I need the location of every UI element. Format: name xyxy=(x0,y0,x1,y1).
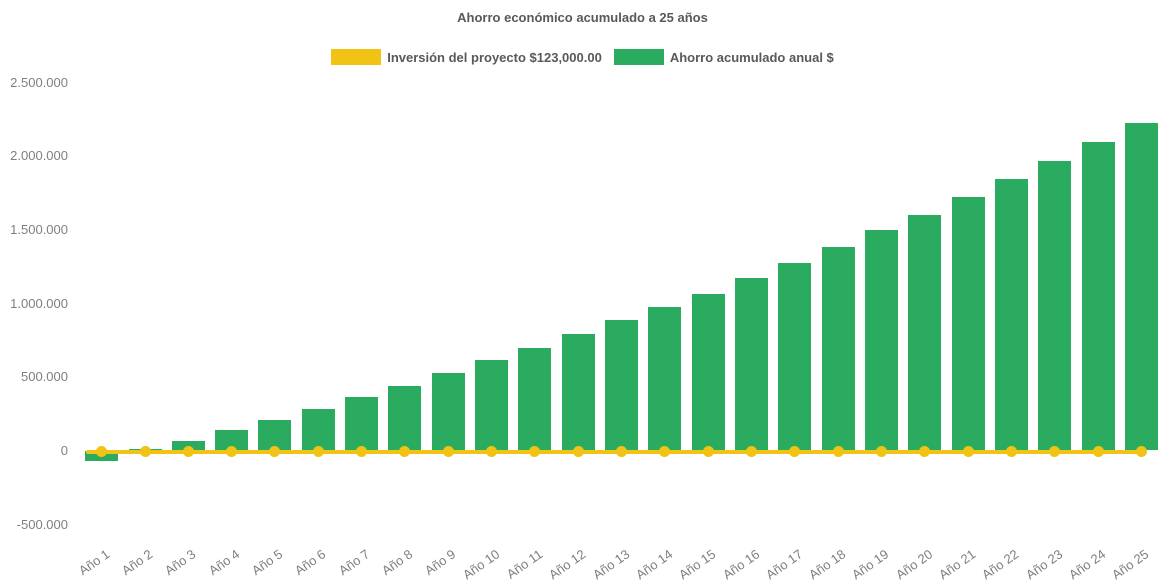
investment-line-marker xyxy=(529,446,541,457)
investment-line-marker xyxy=(572,446,584,457)
bar-ano-23 xyxy=(1038,160,1072,451)
investment-line-marker xyxy=(1005,446,1017,457)
bar-ano-8 xyxy=(388,385,422,451)
investment-line-marker xyxy=(442,446,454,457)
investment-line-marker xyxy=(832,446,844,457)
bar-ano-24 xyxy=(1081,141,1115,451)
chart-legend: Inversión del proyecto $123,000.00 Ahorr… xyxy=(0,49,1165,65)
investment-line xyxy=(86,449,1146,454)
legend-label-inversion: Inversión del proyecto $123,000.00 xyxy=(387,49,602,65)
bar-ano-22 xyxy=(994,179,1028,451)
bar-ano-25 xyxy=(1124,122,1158,451)
y-axis-tick-label: 1.500.000 xyxy=(10,221,68,237)
y-axis-tick-label: 2.000.000 xyxy=(10,148,68,164)
legend-swatch-ahorro-icon xyxy=(613,49,664,65)
y-axis-tick-label: -500.000 xyxy=(16,516,68,532)
bar-ano-7 xyxy=(345,396,379,451)
bar-ano-12 xyxy=(561,334,595,451)
bar-ano-19 xyxy=(864,230,898,451)
investment-line-marker xyxy=(1092,446,1104,457)
bar-ano-9 xyxy=(431,373,465,451)
bar-ano-4 xyxy=(215,429,249,451)
investment-line-marker xyxy=(486,446,498,457)
investment-line-marker xyxy=(789,446,801,457)
bar-ano-10 xyxy=(475,359,509,451)
investment-line-marker xyxy=(269,446,281,457)
bar-ano-3 xyxy=(171,440,205,451)
investment-line-marker xyxy=(616,446,628,457)
investment-line-marker xyxy=(746,446,757,457)
investment-line-marker xyxy=(139,446,151,457)
bar-ano-20 xyxy=(908,214,942,451)
investment-line-marker xyxy=(659,446,671,457)
legend-item-ahorro: Ahorro acumulado anual $ xyxy=(613,49,834,65)
legend-label-ahorro: Ahorro acumulado anual $ xyxy=(669,49,834,65)
investment-line-marker xyxy=(875,446,887,457)
x-axis-label: Año 1 xyxy=(75,546,112,579)
bar-ano-6 xyxy=(301,409,335,451)
investment-line-marker xyxy=(962,446,974,457)
y-axis-tick-label: 1.000.000 xyxy=(10,295,68,311)
bar-ano-17 xyxy=(778,263,812,451)
bar-ano-16 xyxy=(735,278,768,451)
bar-ano-14 xyxy=(648,306,682,451)
investment-line-marker xyxy=(182,446,194,457)
investment-line-marker xyxy=(312,446,324,457)
investment-line-marker xyxy=(1135,446,1147,457)
legend-swatch-inversion-icon xyxy=(331,49,382,65)
bar-ano-11 xyxy=(518,348,552,451)
chart-title: Ahorro económico acumulado a 25 años xyxy=(457,10,708,25)
investment-line-marker xyxy=(226,446,238,457)
investment-line-marker xyxy=(1049,446,1061,457)
bar-ano-13 xyxy=(605,320,639,451)
investment-line-marker xyxy=(702,446,714,457)
investment-line-marker xyxy=(399,446,411,457)
investment-line-marker xyxy=(96,446,108,457)
legend-item-inversion: Inversión del proyecto $123,000.00 xyxy=(331,49,602,65)
bar-ano-18 xyxy=(821,247,855,451)
investment-line-marker xyxy=(356,446,368,457)
bar-ano-21 xyxy=(951,196,985,451)
y-axis-tick-label: 2.500.000 xyxy=(10,74,68,90)
y-axis-tick-label: 0 xyxy=(60,443,68,458)
y-axis-tick-label: 500.000 xyxy=(21,369,68,385)
bar-ano-15 xyxy=(691,293,725,451)
bar-ano-5 xyxy=(258,420,292,451)
investment-line-marker xyxy=(919,446,931,457)
